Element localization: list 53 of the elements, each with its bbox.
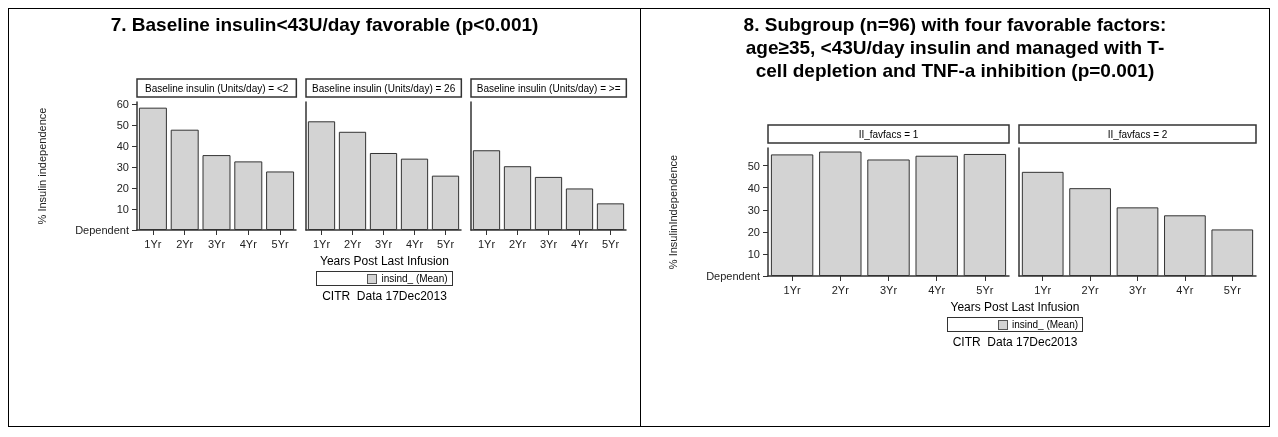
x-tick-label: 5Yr xyxy=(602,237,620,250)
x-tick-label: 2Yr xyxy=(343,237,362,250)
x-tick-label: 2Yr xyxy=(509,237,527,250)
x-tick-label: 5Yr xyxy=(436,237,455,250)
x-tick-label: 5Yr xyxy=(1223,283,1242,296)
x-tick-label: 5Yr xyxy=(271,237,289,250)
chart-subtitle: Baseline insulin (Units/day) = 26 xyxy=(311,82,456,94)
x-tick-label: 4Yr xyxy=(239,237,257,250)
x-tick-label: 1Yr xyxy=(783,283,801,296)
y-tick-label: 50 xyxy=(116,119,129,132)
y-tick-label: 20 xyxy=(116,182,129,195)
y-axis-title: % InsulinIndependence xyxy=(666,154,679,270)
x-tick-label: 2Yr xyxy=(175,237,194,250)
y-tick-label: 60 xyxy=(116,98,129,111)
y-tick-label: Dependent xyxy=(706,270,760,282)
x-tick-label: 1Yr xyxy=(1034,283,1052,296)
y-tick-label: 20 xyxy=(747,225,760,238)
y-tick-label: Dependent xyxy=(74,224,129,236)
x-tick-label: 2Yr xyxy=(1081,283,1099,296)
y-tick-label: 10 xyxy=(116,203,129,216)
x-tick-label: 4Yr xyxy=(571,237,589,250)
x-tick-label: 3Yr xyxy=(1128,283,1147,296)
chart-subtitle: Baseline insulin (Units/day) = <2 xyxy=(144,82,289,94)
chart-subtitle: II_favfacs = 2 xyxy=(1107,128,1168,140)
chart-title: 7. Baseline insulin<43U/day favorable (p<0.001) xyxy=(110,13,539,36)
legend-label: insind_ (Mean) xyxy=(1011,319,1079,330)
x-axis-title: Years Post Last Infusion xyxy=(950,300,1080,314)
y-tick-label: 50 xyxy=(747,159,760,172)
y-tick-label: 10 xyxy=(747,247,760,260)
x-tick-label: 3Yr xyxy=(879,283,898,296)
x-tick-label: 1Yr xyxy=(478,237,496,250)
y-tick-label: 30 xyxy=(747,203,760,216)
y-tick-label: 40 xyxy=(116,140,129,153)
text: CITR Data 17Dec2013 xyxy=(322,289,447,303)
x-tick-label: 5Yr xyxy=(976,283,994,296)
y-tick-label: 30 xyxy=(116,161,129,174)
x-tick-label: 1Yr xyxy=(312,237,331,250)
chart-subtitle: II_favfacs = 1 xyxy=(858,128,919,140)
chart-title: 8. Subgroup (n=96) with four favorable factors: age≥35, <43U/day insulin and managed with T-cell depletion and TNF-a inhibition (p=0.001) xyxy=(742,13,1168,82)
x-tick-label: 4Yr xyxy=(928,283,946,296)
x-tick-label: 3Yr xyxy=(374,237,393,250)
y-tick-label: 40 xyxy=(747,181,760,194)
x-tick-label: 2Yr xyxy=(831,283,850,296)
text: CITR Data 17Dec2013 xyxy=(952,335,1078,349)
x-axis-title: Years Post Last Infusion xyxy=(320,254,449,268)
x-tick-label: 4Yr xyxy=(405,237,424,250)
x-tick-label: 3Yr xyxy=(207,237,225,250)
text: insind_ (Mean) xyxy=(381,273,448,284)
chart-subtitle: Baseline insulin (Units/day) = >= xyxy=(476,82,621,94)
y-axis-title: % Insulin independence xyxy=(35,107,47,225)
x-tick-label: 3Yr xyxy=(540,237,558,250)
x-tick-label: 1Yr xyxy=(143,237,162,250)
x-tick-label: 4Yr xyxy=(1176,283,1194,296)
